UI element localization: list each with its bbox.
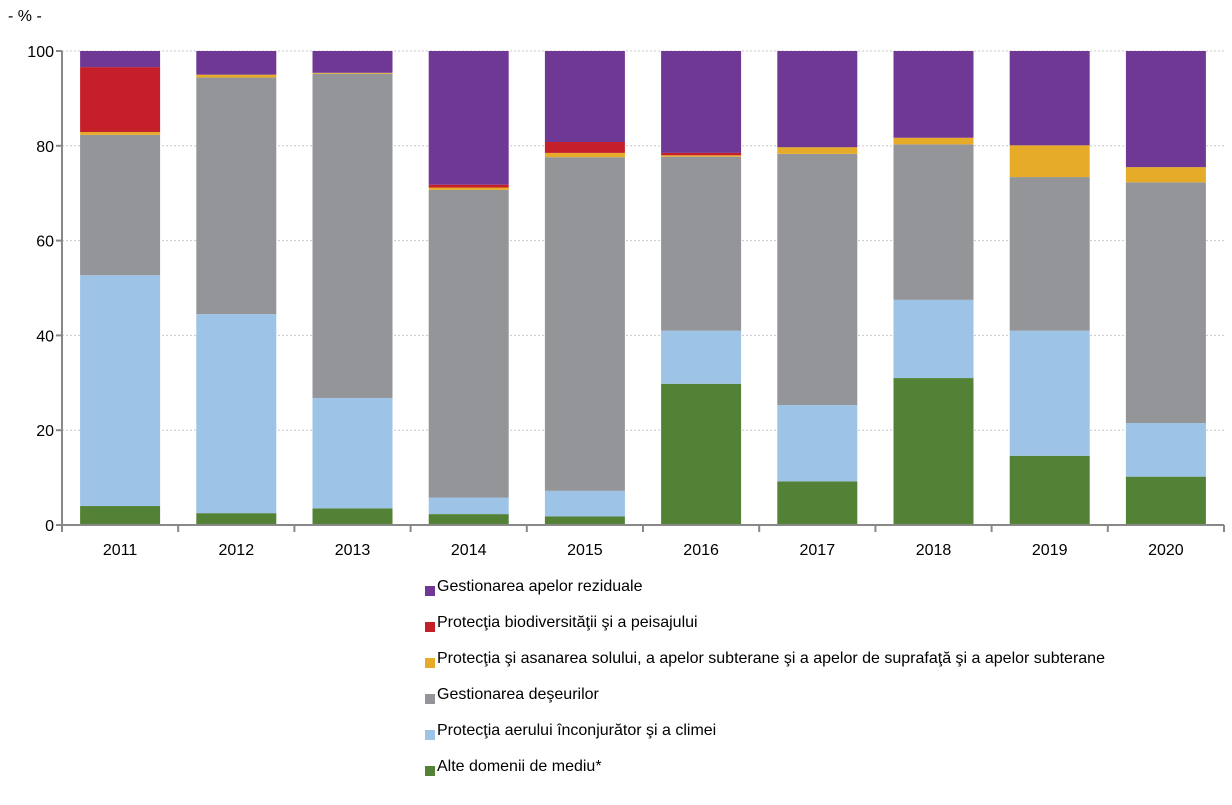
- bar-segment: [428, 184, 509, 188]
- legend-label: Protecţia aerului înconjurător şi a clim…: [437, 722, 717, 739]
- legend-item: Gestionarea deşeurilor: [425, 686, 1225, 724]
- x-tick-label: 2012: [219, 542, 255, 559]
- bar-segment: [544, 157, 625, 491]
- legend-item: Gestionarea apelor reziduale: [425, 578, 1225, 616]
- legend-swatch: [425, 586, 435, 596]
- x-tick-label: 2014: [451, 542, 487, 559]
- bar-segment: [196, 77, 277, 315]
- legend-swatch: [425, 730, 435, 740]
- bar-segment: [777, 51, 858, 148]
- bar-segment: [661, 152, 742, 156]
- bar-segment: [544, 51, 625, 143]
- x-tick-label: 2017: [800, 542, 836, 559]
- bar-segment: [893, 51, 974, 138]
- bar-segment: [893, 299, 974, 379]
- bar-segment: [312, 508, 393, 525]
- bars: [80, 51, 1206, 525]
- bar-segment: [1009, 51, 1090, 146]
- bar-segment: [544, 490, 625, 517]
- y-unit-label: - % -: [8, 8, 42, 25]
- legend-label: Gestionarea deşeurilor: [437, 686, 599, 703]
- legend-swatch: [425, 766, 435, 776]
- bar-segment: [1009, 177, 1090, 331]
- bar-segment: [312, 73, 393, 398]
- bar-segment: [428, 189, 509, 498]
- bar-segment: [1125, 423, 1206, 477]
- bar-segment: [196, 314, 277, 514]
- legend-label: Protecţia biodiversităţii şi a peisajulu…: [437, 614, 698, 631]
- bar-segment: [1009, 330, 1090, 456]
- x-tick-label: 2016: [683, 542, 719, 559]
- x-tick-label: 2018: [916, 542, 952, 559]
- legend-label: Alte domenii de mediu*: [437, 758, 602, 775]
- bar-segment: [196, 51, 277, 75]
- legend-swatch: [425, 622, 435, 632]
- bar-segment: [893, 144, 974, 300]
- bar-segment: [1009, 455, 1090, 525]
- x-tick-label: 2019: [1032, 542, 1068, 559]
- bar-segment: [893, 137, 974, 145]
- y-tick-labels: 0 20 40 60 80 100: [27, 44, 54, 535]
- legend-swatch: [425, 694, 435, 704]
- legend-item: Protecţia aerului înconjurător şi a clim…: [425, 722, 1225, 760]
- legend-label: Gestionarea apelor reziduale: [437, 578, 643, 595]
- legend: Gestionarea apelor reziduale Protecţia b…: [425, 578, 1225, 796]
- bar-segment: [661, 51, 742, 153]
- y-tick-label: 80: [36, 139, 54, 156]
- bar-segment: [80, 275, 161, 507]
- bar-segment: [196, 513, 277, 525]
- bar-segment: [312, 72, 393, 74]
- bar-segment: [428, 51, 509, 185]
- bar-segment: [1125, 51, 1206, 168]
- bar-segment: [661, 156, 742, 331]
- x-tick-label: 2013: [335, 542, 371, 559]
- bar-segment: [661, 383, 742, 525]
- bar-segment: [312, 397, 393, 509]
- legend-label: Protecţia şi asanarea solului, a apelor …: [437, 650, 1105, 667]
- legend-item: Protecţia şi asanarea solului, a apelor …: [425, 650, 1225, 688]
- bar-segment: [661, 330, 742, 384]
- bar-segment: [1009, 145, 1090, 178]
- bar-segment: [80, 134, 161, 276]
- bar-segment: [312, 51, 393, 73]
- bar-segment: [777, 153, 858, 406]
- bar-segment: [661, 155, 742, 157]
- bar-segment: [1125, 476, 1206, 525]
- x-tick-labels: 2011 2012 2013 2014 2015 2016 2017 2018 2019 2020: [103, 542, 1184, 559]
- y-tick-label: 40: [36, 328, 54, 345]
- x-tick-label: 2020: [1148, 542, 1184, 559]
- bar-segment: [544, 516, 625, 525]
- bar-segment: [1125, 167, 1206, 183]
- legend-item: Alte domenii de mediu*: [425, 758, 1225, 796]
- bar-segment: [80, 51, 161, 68]
- bar-segment: [777, 405, 858, 482]
- x-tick-label: 2011: [103, 542, 138, 559]
- x-tick-label: 2015: [567, 542, 603, 559]
- bar-segment: [893, 378, 974, 525]
- y-tick-label: 20: [36, 423, 54, 440]
- y-tick-label: 100: [27, 44, 54, 61]
- bar-segment: [80, 132, 161, 135]
- bar-segment: [428, 187, 509, 190]
- bar-segment: [196, 74, 277, 78]
- axes: [56, 50, 1225, 532]
- legend-swatch: [425, 658, 435, 668]
- bar-segment: [777, 481, 858, 525]
- bar-segment: [1125, 182, 1206, 424]
- y-tick-label: 0: [45, 518, 54, 535]
- bar-segment: [428, 497, 509, 515]
- legend-item: Protecţia biodiversităţii şi a peisajulu…: [425, 614, 1225, 652]
- bar-segment: [544, 152, 625, 158]
- bar-segment: [428, 514, 509, 525]
- bar-segment: [80, 67, 161, 133]
- bar-segment: [777, 147, 858, 154]
- bar-segment: [544, 142, 625, 153]
- y-tick-label: 60: [36, 234, 54, 251]
- bar-segment: [80, 506, 161, 525]
